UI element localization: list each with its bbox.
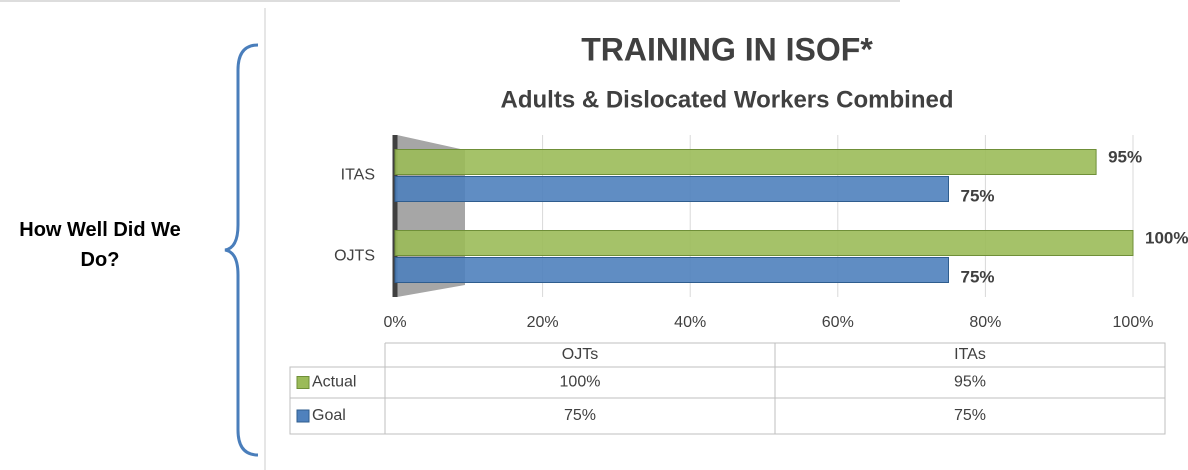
- table-header: OJTs: [562, 346, 598, 363]
- y-tick-label: ITAS: [341, 167, 375, 184]
- x-tick-label: 60%: [822, 314, 854, 331]
- table-grid: [289, 342, 1166, 435]
- chart-subtitle: Adults & Dislocated Workers Combined: [501, 86, 954, 113]
- legend-key: [296, 409, 310, 423]
- table-cell: 75%: [954, 407, 986, 424]
- table-header: ITAs: [954, 346, 986, 363]
- bar: [394, 257, 949, 283]
- x-tick-label: 0%: [383, 314, 406, 331]
- bar: [394, 149, 1097, 175]
- x-tick-label: 20%: [527, 314, 559, 331]
- bar: [394, 230, 1134, 256]
- data-label: 75%: [961, 267, 995, 286]
- data-label: 100%: [1145, 228, 1188, 247]
- bar: [394, 176, 949, 202]
- x-tick-label: 40%: [674, 314, 706, 331]
- data-label: 75%: [961, 186, 995, 205]
- chart-title: TRAINING IN ISOF*: [581, 31, 873, 67]
- x-tick-label: 100%: [1113, 314, 1154, 331]
- table-cell: 100%: [560, 374, 601, 391]
- table-cell: 95%: [954, 374, 986, 391]
- legend-label: Actual: [312, 374, 356, 391]
- side-label: How Well Did We Do?: [19, 219, 181, 271]
- legend-key: [296, 376, 310, 389]
- data-label: 95%: [1108, 147, 1142, 166]
- axis-wall: [397, 135, 465, 297]
- legend-label: Goal: [312, 407, 346, 424]
- table-cell: 75%: [564, 407, 596, 424]
- y-tick-label: OJTS: [334, 248, 375, 265]
- x-tick-label: 80%: [969, 314, 1001, 331]
- brace: [224, 43, 259, 457]
